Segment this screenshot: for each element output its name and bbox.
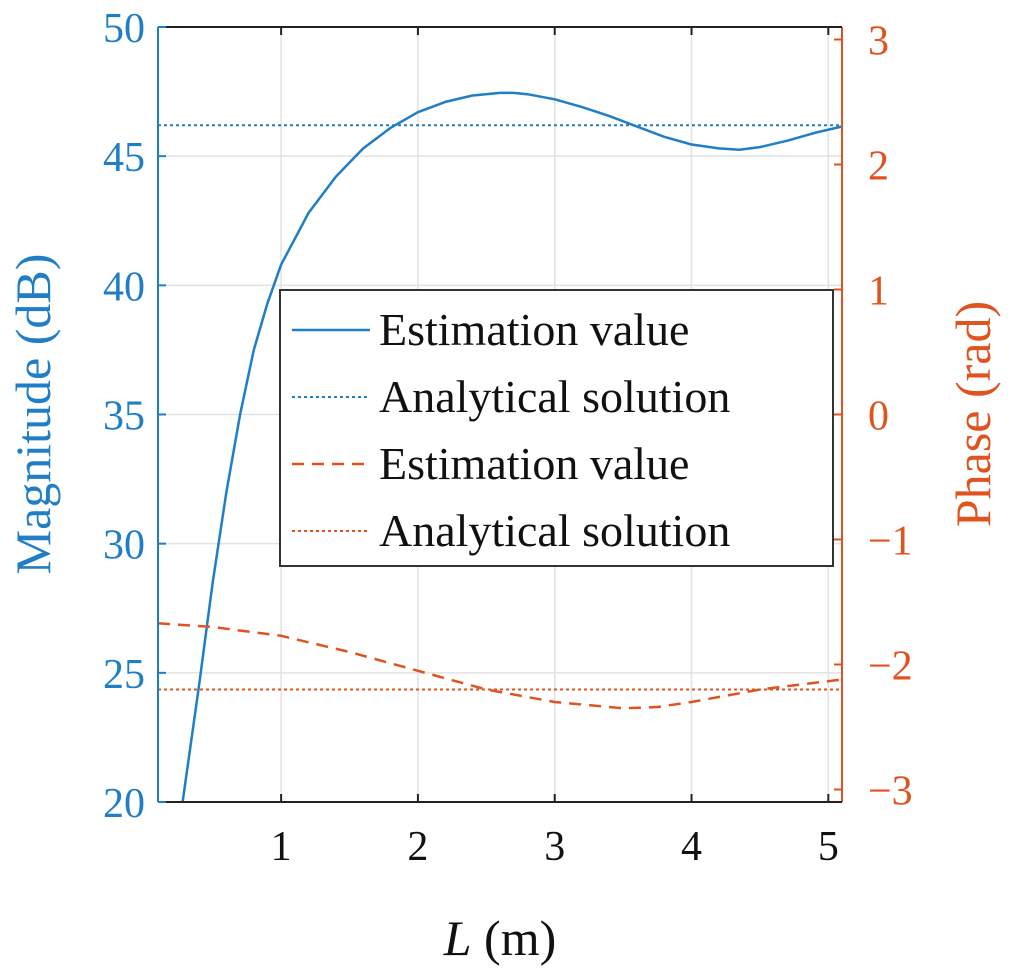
x-tick-label: 5 [818,824,839,870]
y-left-tick-label: 25 [103,652,145,698]
y-right-axis-label: Phase (rad) [945,301,1001,527]
y-right-tick-label: −2 [868,644,913,690]
x-axis-label: L (m) [443,910,557,966]
y-left-tick-label: 40 [103,264,145,310]
series-layer [157,91,843,803]
series-line-magnitude-estimation [181,91,843,803]
y-left-tick-label: 45 [103,135,145,181]
legend-label-magnitude-estimation: Estimation value [379,304,689,355]
series-line-phase-estimation [157,622,843,710]
legend-label-magnitude-analytical: Analytical solution [379,371,730,422]
legend-label-phase-analytical: Analytical solution [379,505,730,556]
legend: Estimation value Analytical solution Est… [279,289,834,567]
x-axis-unit: (m) [472,910,557,966]
y-right-tick-label: 1 [868,269,889,315]
x-tick-label: 2 [407,824,428,870]
y-right-tick-label: 2 [868,144,889,190]
y-right-tick-label: 3 [868,19,889,65]
y-left-tick-label: 35 [103,394,145,440]
x-tick-label: 3 [544,824,565,870]
axes [157,26,843,803]
x-tick-label: 4 [681,824,702,870]
y-left-axis-label: Magnitude (dB) [5,254,61,575]
y-right-tick-label: −3 [868,769,913,815]
x-axis-variable: L [443,910,472,966]
y-left-tick-label: 50 [103,6,145,52]
y-right-tick-label: −1 [868,519,913,565]
legend-samples [292,328,370,532]
y-left-tick-label: 30 [103,523,145,569]
x-tick-label: 1 [271,824,292,870]
y-left-tick-label: 20 [103,781,145,827]
legend-label-phase-estimation: Estimation value [379,438,689,489]
y-right-tick-label: 0 [868,394,889,440]
legend-box [279,289,834,567]
